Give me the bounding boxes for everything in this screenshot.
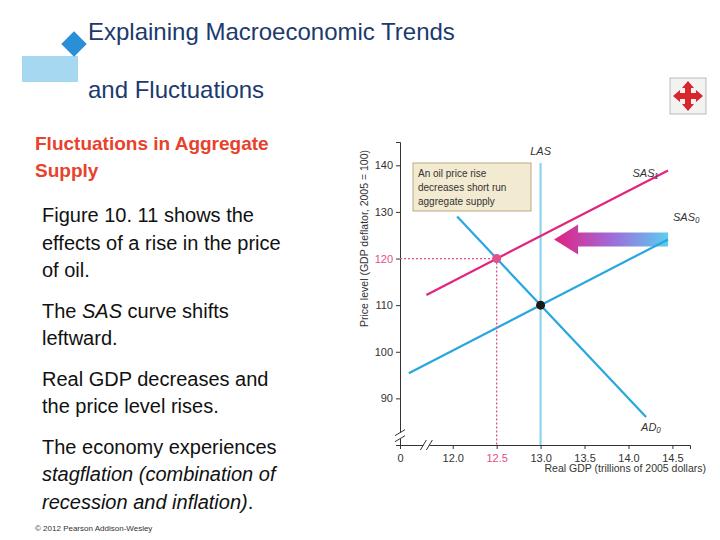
- y-tick-label: 100: [375, 346, 393, 358]
- icon-cross: [673, 81, 703, 111]
- y-tick-mark: [396, 352, 400, 353]
- axis-break-slash: [420, 440, 426, 450]
- paragraph-line: The economy experiences: [42, 436, 277, 458]
- x-tick-mark: [672, 445, 673, 449]
- paragraph-line: leftward.: [42, 327, 118, 349]
- chart: 012.012.513.013.514.014.5901001101201301…: [358, 143, 706, 475]
- y-tick-label: 110: [375, 299, 393, 311]
- axis-break: [395, 430, 405, 442]
- paragraph-line: effects of a rise in the price: [42, 232, 281, 254]
- paragraph-line: of oil.: [42, 259, 90, 281]
- y-axis-line: [396, 143, 401, 446]
- curve-label: AD₀: [640, 421, 661, 433]
- y-axis: 90 100 110 120 130 140: [375, 143, 401, 446]
- x-tick: 0: [397, 445, 403, 464]
- slide-subtitle: Supply: [35, 160, 99, 181]
- x-axis-title: Real GDP (trillions of 2005 dollars): [545, 462, 706, 474]
- plot-area: [400, 163, 668, 445]
- icon-frame: [670, 78, 706, 114]
- annotation-text: An oil price rise: [418, 168, 487, 179]
- x-tick-mark: [453, 445, 454, 449]
- text-run: leftward.: [42, 327, 118, 349]
- slide-title: and Fluctuations: [88, 76, 264, 103]
- drop-line-vertical: [496, 259, 497, 445]
- y-tick: 100: [375, 346, 400, 358]
- curve-label: LAS: [530, 145, 551, 157]
- text-run: Figure 10. 11 shows the: [42, 204, 254, 226]
- x-tick-label: 12.5: [486, 452, 507, 464]
- title-decoration-bar: [22, 56, 78, 82]
- annotation-box: [413, 163, 531, 211]
- annotation-text: aggregate supply: [418, 196, 495, 207]
- drop-line-horizontal: [400, 258, 497, 259]
- text-run: effects of a rise in the price: [42, 232, 281, 254]
- x-tick-label: 12.0: [443, 452, 464, 464]
- footer: © 2012 Pearson Addison-Wesley: [35, 524, 152, 533]
- x-tick-label: 0: [397, 452, 403, 464]
- title-decoration-diamond: [61, 31, 86, 56]
- slide-title: Explaining Macroeconomic Trends: [88, 18, 455, 45]
- curve-label: SAS₀: [673, 211, 700, 223]
- paragraph-line: stagflation (combination of: [42, 463, 278, 485]
- text-run: of oil.: [42, 259, 90, 281]
- y-tick: 120: [375, 253, 400, 265]
- x-tick-mark: [541, 445, 542, 449]
- axis-break: [420, 440, 432, 450]
- axis-break-slash: [395, 430, 405, 436]
- paragraph-line: Figure 10. 11 shows the: [42, 204, 254, 226]
- text-run: SAS: [82, 300, 123, 322]
- y-tick: 130: [375, 206, 400, 218]
- y-tick: 140: [375, 159, 400, 171]
- curve-line: [457, 217, 646, 417]
- y-tick-label: 120: [375, 253, 393, 265]
- curve-line: [426, 170, 668, 294]
- y-tick-mark: [396, 398, 400, 399]
- x-tick-mark: [497, 445, 498, 449]
- slide: Explaining Macroeconomic Trends and Fluct…: [0, 0, 720, 540]
- slide-subtitle: Fluctuations in Aggregate: [35, 133, 269, 154]
- shift-arrow: [554, 224, 668, 254]
- text-run: recession and inflation): [42, 491, 248, 513]
- axis-break-slash: [395, 436, 405, 442]
- curve-label: SAS₁: [633, 167, 659, 179]
- text-run: curve shifts: [122, 300, 229, 322]
- x-tick: 12.5: [486, 445, 507, 464]
- axis-break-slash: [426, 440, 432, 450]
- text-run: .: [248, 491, 254, 513]
- x-tick: 12.0: [443, 445, 464, 464]
- paragraph-line: the price level rises.: [42, 395, 219, 417]
- text-run: The economy experiences: [42, 436, 277, 458]
- y-tick-label: 90: [381, 392, 393, 404]
- text-run: The: [42, 300, 82, 322]
- y-tick-mark: [396, 165, 400, 166]
- x-tick-mark: [585, 445, 586, 449]
- text-run: the price level rises.: [42, 395, 219, 417]
- paragraph-line: Real GDP decreases and: [42, 368, 268, 390]
- y-tick-mark: [396, 305, 400, 306]
- x-axis-line: [401, 446, 691, 450]
- y-tick-label: 130: [375, 206, 393, 218]
- paragraph-line: The SAS curve shifts: [42, 300, 229, 322]
- y-axis-title: Price level (GDP deflator, 2005 = 100): [358, 150, 370, 327]
- move-icon: [670, 78, 706, 114]
- y-tick-label: 140: [375, 159, 393, 171]
- text-run: stagflation (combination of: [42, 463, 278, 485]
- curve-line: [409, 239, 668, 373]
- paragraph-line: recession and inflation).: [42, 491, 253, 513]
- y-tick: 110: [375, 299, 400, 311]
- y-tick-mark: [396, 259, 400, 260]
- equilibrium-point: [536, 301, 545, 310]
- text-run: Real GDP decreases and: [42, 368, 268, 390]
- y-tick: 90: [381, 392, 400, 404]
- x-tick-mark: [628, 445, 629, 449]
- annotation: An oil price rise decreases short run aggr…: [413, 163, 531, 211]
- y-tick-mark: [396, 212, 400, 213]
- annotation-text: decreases short run: [418, 182, 506, 193]
- equilibrium-point: [492, 254, 501, 263]
